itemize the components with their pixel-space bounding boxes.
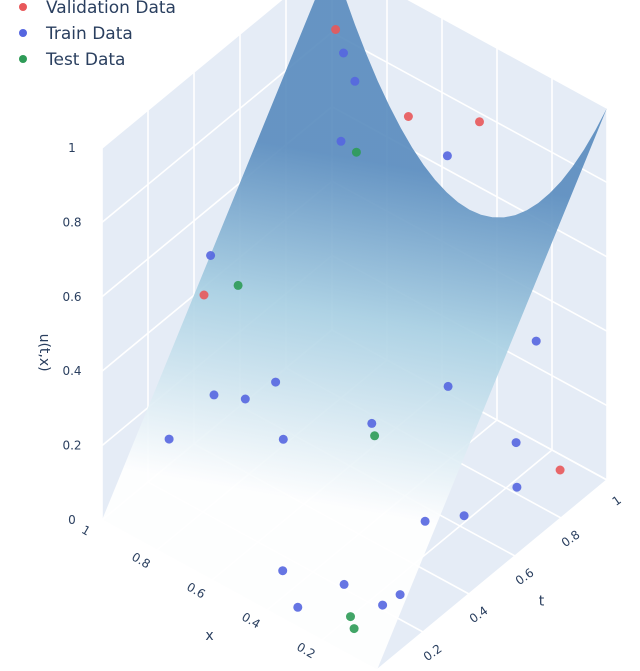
legend-label-train-data: Train Data (45, 24, 133, 44)
u-axis-title: u(t,x) (36, 334, 52, 372)
legend-label-test-data: Test Data (45, 50, 125, 70)
tick-label-x: 0.2 (294, 640, 318, 662)
train-data-point[interactable] (511, 438, 521, 448)
train-data-point[interactable] (336, 136, 346, 146)
tick-label-t: 0.8 (559, 528, 583, 550)
train-data-point[interactable] (278, 434, 288, 444)
train-data-point[interactable] (420, 516, 430, 526)
validation-data-point[interactable] (331, 25, 341, 34)
train-data-point[interactable] (339, 579, 349, 589)
train-data-point[interactable] (378, 600, 388, 610)
legend-marker-train-data (19, 29, 27, 37)
data-points[interactable] (164, 25, 565, 634)
axis-titles: t x u(t,x) (36, 334, 545, 644)
test-data-point[interactable] (233, 280, 243, 290)
legend-marker-test-data (19, 55, 27, 63)
test-data-point[interactable] (351, 147, 361, 157)
side-grid-u (331, 31, 608, 184)
train-data-point[interactable] (459, 511, 469, 521)
surface-plot (102, 0, 607, 670)
floor-grid-x (376, 479, 608, 671)
tick-label-x: 0.4 (239, 610, 263, 632)
validation-data-point[interactable] (475, 117, 484, 127)
train-data-point[interactable] (206, 251, 216, 260)
tick-label-x: 1 (79, 523, 93, 539)
train-data-point[interactable] (531, 336, 541, 346)
tick-label-t: 0.6 (513, 566, 537, 588)
wall-grid-u (101, 0, 283, 149)
train-data-point[interactable] (395, 590, 405, 600)
tick-label-u: 1 (68, 141, 76, 155)
tick-label-u: 0 (68, 513, 76, 527)
train-data-point[interactable] (278, 566, 288, 576)
train-data-point[interactable] (443, 381, 453, 391)
legend-marker-validation-data (19, 3, 27, 11)
solution-surface (102, 0, 607, 670)
tick-label-x: 0.6 (184, 580, 208, 602)
train-data-point[interactable] (367, 418, 377, 428)
validation-data-point[interactable] (403, 112, 413, 121)
train-data-point[interactable] (512, 482, 522, 492)
train-data-point[interactable] (293, 602, 303, 612)
side-grid-u (407, 0, 608, 109)
train-data-point[interactable] (350, 76, 360, 86)
tick-label-t: 0.4 (467, 604, 491, 626)
train-data-point[interactable] (339, 48, 348, 58)
train-data-point[interactable] (442, 151, 452, 161)
test-data-point[interactable] (346, 612, 355, 622)
tick-label-t: 1 (610, 493, 624, 509)
train-data-point[interactable] (164, 434, 174, 444)
tick-label-u: 0.6 (62, 290, 81, 304)
tick-label-x: 0.8 (129, 550, 153, 572)
train-data-point[interactable] (209, 390, 219, 400)
tick-label-u: 0.4 (62, 364, 81, 378)
x-axis-title: x (205, 628, 213, 644)
test-data-point[interactable] (349, 624, 359, 634)
train-data-point[interactable] (240, 394, 250, 404)
tick-label-u: 0.2 (62, 439, 81, 453)
tick-label-t: 0.2 (421, 642, 445, 664)
validation-data-point[interactable] (199, 290, 209, 300)
tick-label-u: 0.8 (62, 215, 81, 229)
legend[interactable]: Validation Data Train Data Test Data (19, 0, 176, 70)
train-data-point[interactable] (271, 377, 281, 387)
legend-label-validation-data: Validation Data (46, 0, 176, 18)
validation-data-point[interactable] (555, 465, 565, 475)
test-data-point[interactable] (370, 431, 380, 441)
t-axis-title: t (539, 594, 545, 610)
